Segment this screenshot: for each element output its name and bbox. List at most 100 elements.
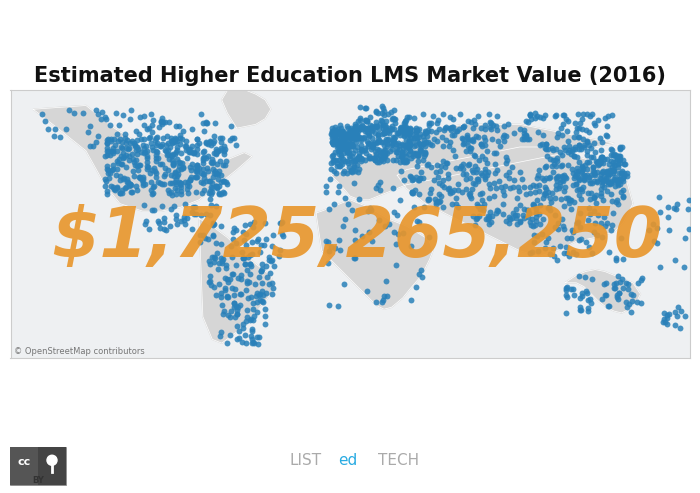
Point bbox=[246, 332, 257, 340]
Point bbox=[406, 140, 417, 147]
Point bbox=[552, 172, 564, 179]
Point bbox=[589, 139, 600, 146]
Point bbox=[512, 220, 523, 228]
Point bbox=[125, 115, 136, 123]
Point bbox=[500, 153, 512, 161]
Point bbox=[401, 113, 412, 121]
Point bbox=[401, 124, 412, 132]
Point bbox=[566, 147, 578, 155]
Point bbox=[490, 184, 501, 192]
Point bbox=[169, 173, 180, 180]
Point bbox=[426, 119, 437, 127]
Point bbox=[596, 153, 608, 161]
Point bbox=[388, 136, 399, 144]
Point bbox=[356, 125, 368, 133]
Point bbox=[122, 176, 133, 183]
Point bbox=[610, 151, 622, 159]
Point bbox=[156, 140, 167, 147]
Point bbox=[112, 184, 123, 192]
Point bbox=[149, 206, 160, 214]
Point bbox=[337, 128, 348, 136]
Point bbox=[334, 150, 345, 158]
Point bbox=[208, 139, 219, 147]
Point bbox=[532, 171, 543, 178]
Point bbox=[463, 190, 475, 198]
Point bbox=[101, 147, 112, 155]
Point bbox=[202, 164, 213, 172]
Point bbox=[125, 139, 136, 147]
Point bbox=[382, 156, 393, 164]
Point bbox=[546, 162, 557, 170]
Point bbox=[375, 186, 386, 194]
Point bbox=[540, 111, 551, 119]
Point bbox=[366, 154, 377, 162]
Point bbox=[556, 151, 568, 159]
Point bbox=[169, 134, 180, 141]
Point bbox=[526, 215, 538, 223]
Point bbox=[167, 161, 178, 169]
Point bbox=[561, 283, 573, 291]
Point bbox=[470, 132, 481, 140]
Point bbox=[363, 207, 374, 215]
Point bbox=[203, 235, 214, 243]
Point bbox=[529, 114, 540, 122]
Point bbox=[526, 221, 537, 229]
Point bbox=[340, 130, 351, 138]
Point bbox=[473, 156, 484, 164]
Point bbox=[582, 171, 593, 178]
Point bbox=[115, 189, 126, 197]
Point bbox=[371, 154, 382, 162]
Point bbox=[480, 176, 491, 183]
Point bbox=[379, 141, 390, 149]
Point bbox=[540, 238, 552, 246]
Point bbox=[347, 167, 358, 175]
Point bbox=[521, 133, 532, 141]
Point bbox=[117, 175, 128, 183]
Point bbox=[229, 313, 240, 320]
Point bbox=[407, 152, 419, 160]
Point bbox=[147, 116, 158, 124]
Point bbox=[477, 196, 488, 204]
Point bbox=[211, 150, 222, 158]
Point bbox=[197, 119, 209, 127]
Point bbox=[484, 208, 495, 216]
Point bbox=[538, 194, 549, 202]
Point bbox=[584, 128, 595, 136]
Point bbox=[210, 145, 221, 153]
Point bbox=[458, 135, 469, 142]
Point bbox=[428, 112, 439, 120]
Point bbox=[550, 181, 561, 189]
Point bbox=[333, 141, 344, 148]
Circle shape bbox=[47, 455, 57, 465]
Point bbox=[492, 112, 503, 120]
Point bbox=[436, 181, 447, 189]
Point bbox=[565, 196, 576, 204]
Point bbox=[208, 253, 219, 261]
Point bbox=[340, 194, 351, 202]
Point bbox=[147, 183, 158, 191]
Point bbox=[209, 283, 220, 291]
Point bbox=[580, 274, 591, 282]
Point bbox=[514, 201, 525, 209]
Point bbox=[351, 126, 363, 134]
Point bbox=[174, 122, 185, 130]
Point bbox=[517, 175, 528, 183]
Point bbox=[614, 169, 625, 176]
Point bbox=[330, 148, 341, 156]
Point bbox=[412, 162, 423, 170]
Point bbox=[415, 142, 426, 150]
Point bbox=[138, 181, 149, 189]
Point bbox=[447, 200, 458, 208]
Point bbox=[333, 127, 344, 135]
Point bbox=[531, 213, 542, 221]
Point bbox=[463, 137, 474, 145]
Point bbox=[150, 151, 161, 159]
Point bbox=[346, 127, 358, 135]
Point bbox=[467, 185, 478, 193]
Point bbox=[346, 128, 358, 136]
Point bbox=[190, 188, 202, 196]
Point bbox=[531, 175, 542, 182]
Point bbox=[481, 147, 492, 155]
Point bbox=[332, 188, 344, 196]
Point bbox=[468, 151, 480, 159]
